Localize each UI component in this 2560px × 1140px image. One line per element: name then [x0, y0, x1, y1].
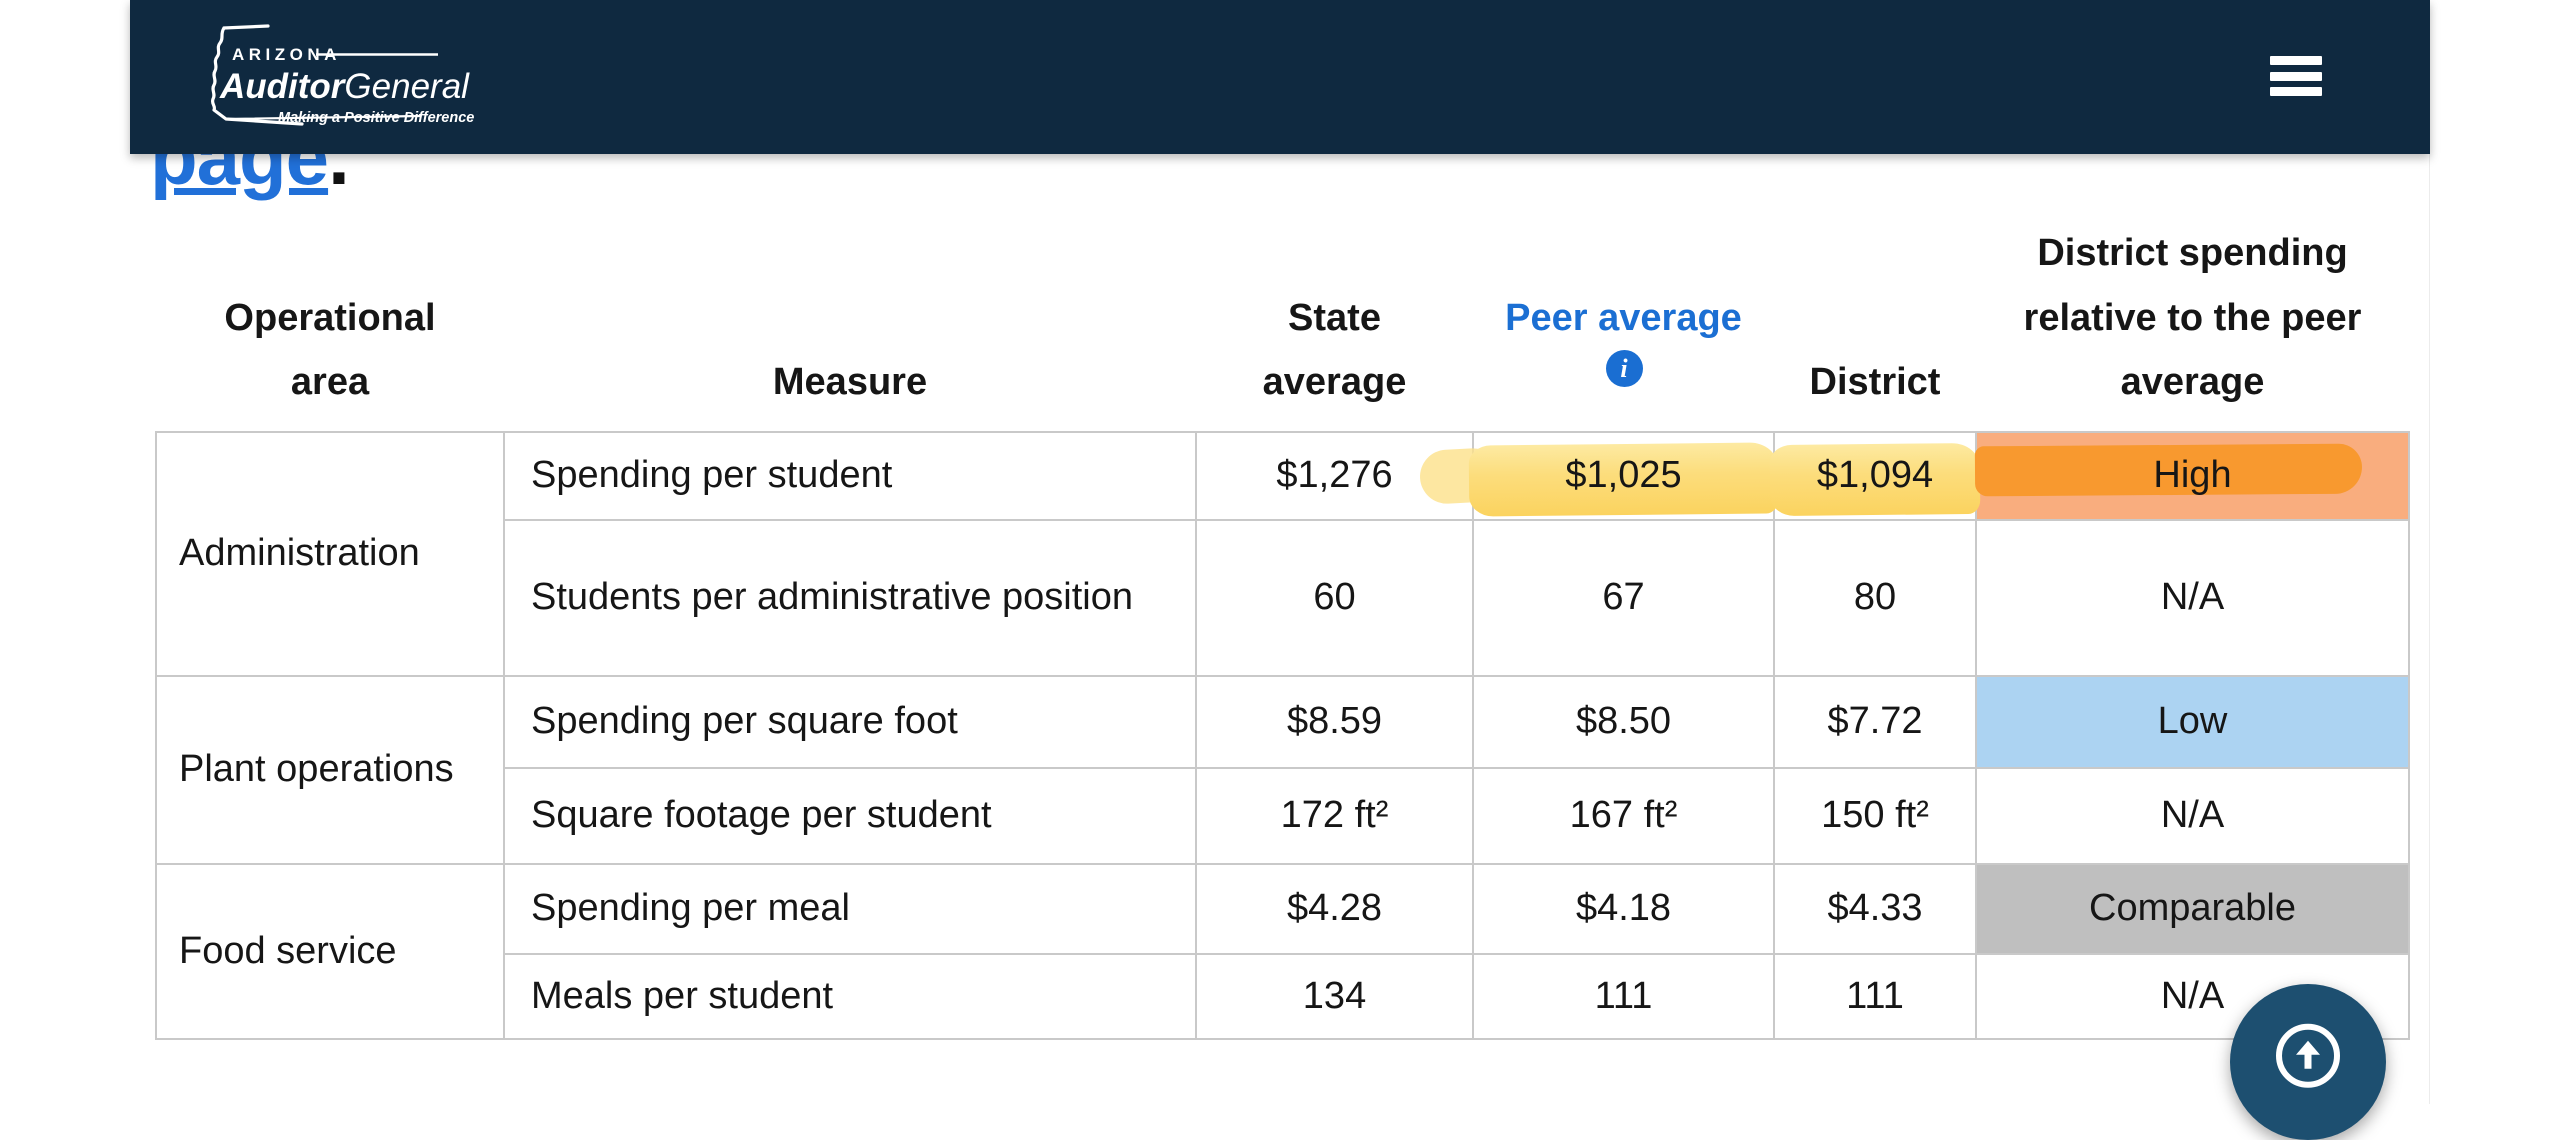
cell-measure: Students per administrative position	[503, 519, 1197, 677]
spending-comparison-table: Operational area Measure State average P…	[155, 198, 2410, 1040]
table-row: Plant operations Spending per square foo…	[155, 675, 2410, 865]
cell-peer-average: 167 ft²	[1472, 767, 1775, 865]
cell-area-food-service: Food service	[155, 863, 505, 1040]
back-to-top-button[interactable]	[2230, 984, 2386, 1140]
cell-state-average: $4.28	[1195, 863, 1474, 955]
cell-peer-average: $8.50	[1472, 675, 1775, 769]
spending-comparison-table-wrap: Operational area Measure State average P…	[130, 198, 2430, 1040]
col-header-measure: Measure	[772, 361, 928, 404]
col-header-district-spending-relative: District spending relative to the peer a…	[2023, 232, 2362, 404]
page-container: page. ARIZONA AuditorGeneral Making a Po…	[130, 0, 2430, 1140]
cell-state-average: $8.59	[1195, 675, 1474, 769]
cell-relative-na: N/A	[1975, 519, 2410, 677]
site-header: ARIZONA AuditorGeneral Making a Positive…	[130, 0, 2430, 154]
col-header-peer-average: Peer average i	[1473, 198, 1774, 432]
logo-region-text: ARIZONA	[232, 45, 341, 64]
cell-relative-na: N/A	[1975, 767, 2410, 865]
svg-text:AuditorGeneral: AuditorGeneral	[219, 67, 470, 106]
cell-district: $4.33	[1773, 863, 1977, 955]
logo-title-light: General	[344, 67, 470, 106]
arizona-outline-icon	[210, 24, 422, 126]
hamburger-icon	[2270, 56, 2322, 65]
cell-district: $1,094	[1769, 431, 1981, 521]
col-header-state-average: State average	[1262, 296, 1407, 404]
cell-measure: Spending per meal	[503, 863, 1197, 955]
cell-state-average: 134	[1195, 953, 1474, 1040]
cell-area-administration: Administration	[155, 431, 505, 677]
cell-district: 150 ft²	[1773, 767, 1977, 865]
col-header-district: District	[1809, 361, 1941, 404]
cell-relative-high: High	[1974, 431, 2410, 521]
cell-peer-average: $4.18	[1472, 863, 1775, 955]
peer-average-label: Peer average	[1505, 296, 1742, 339]
table-row: Administration Spending per student $1,2…	[155, 431, 2410, 677]
cell-measure: Square footage per student	[503, 767, 1197, 865]
table-header-row: Operational area Measure State average P…	[156, 198, 2409, 432]
cell-district: 111	[1773, 953, 1977, 1040]
cell-peer-average: 111	[1472, 953, 1775, 1040]
info-icon[interactable]: i	[1605, 349, 1643, 387]
hamburger-icon	[2270, 71, 2322, 81]
table-row: Square footage per student 172 ft² 167 f…	[156, 767, 2410, 865]
logo-title-bold: Auditor	[219, 67, 347, 106]
cell-relative-comparable: Comparable	[1975, 863, 2410, 955]
logo-tagline-text: Making a Positive Difference	[278, 110, 474, 126]
cell-state-average: 60	[1195, 519, 1474, 677]
cell-state-average: 172 ft²	[1195, 767, 1474, 865]
cell-district: 80	[1773, 519, 1977, 677]
cell-peer-average: $1,025	[1418, 431, 1779, 521]
cell-measure: Spending per student	[503, 431, 1197, 521]
cell-district: $7.72	[1773, 675, 1977, 769]
hamburger-icon	[2270, 87, 2322, 96]
hamburger-menu-button[interactable]	[2270, 56, 2322, 96]
cell-relative-low: Low	[1975, 675, 2410, 769]
table-row: Students per administrative position 60 …	[156, 519, 2410, 677]
cell-area-plant-operations: Plant operations	[155, 675, 505, 865]
cell-peer-average: 67	[1472, 519, 1775, 677]
col-header-operational-area: Operational area	[224, 296, 436, 404]
cell-measure: Meals per student	[503, 953, 1197, 1040]
arizona-auditor-general-logo: ARIZONA AuditorGeneral Making a Positive…	[210, 24, 474, 126]
cell-measure: Spending per square foot	[503, 675, 1197, 769]
arrow-up-circle-icon	[2276, 1023, 2340, 1088]
table-row: Food service Spending per meal $4.28 $4.…	[155, 863, 2410, 1040]
